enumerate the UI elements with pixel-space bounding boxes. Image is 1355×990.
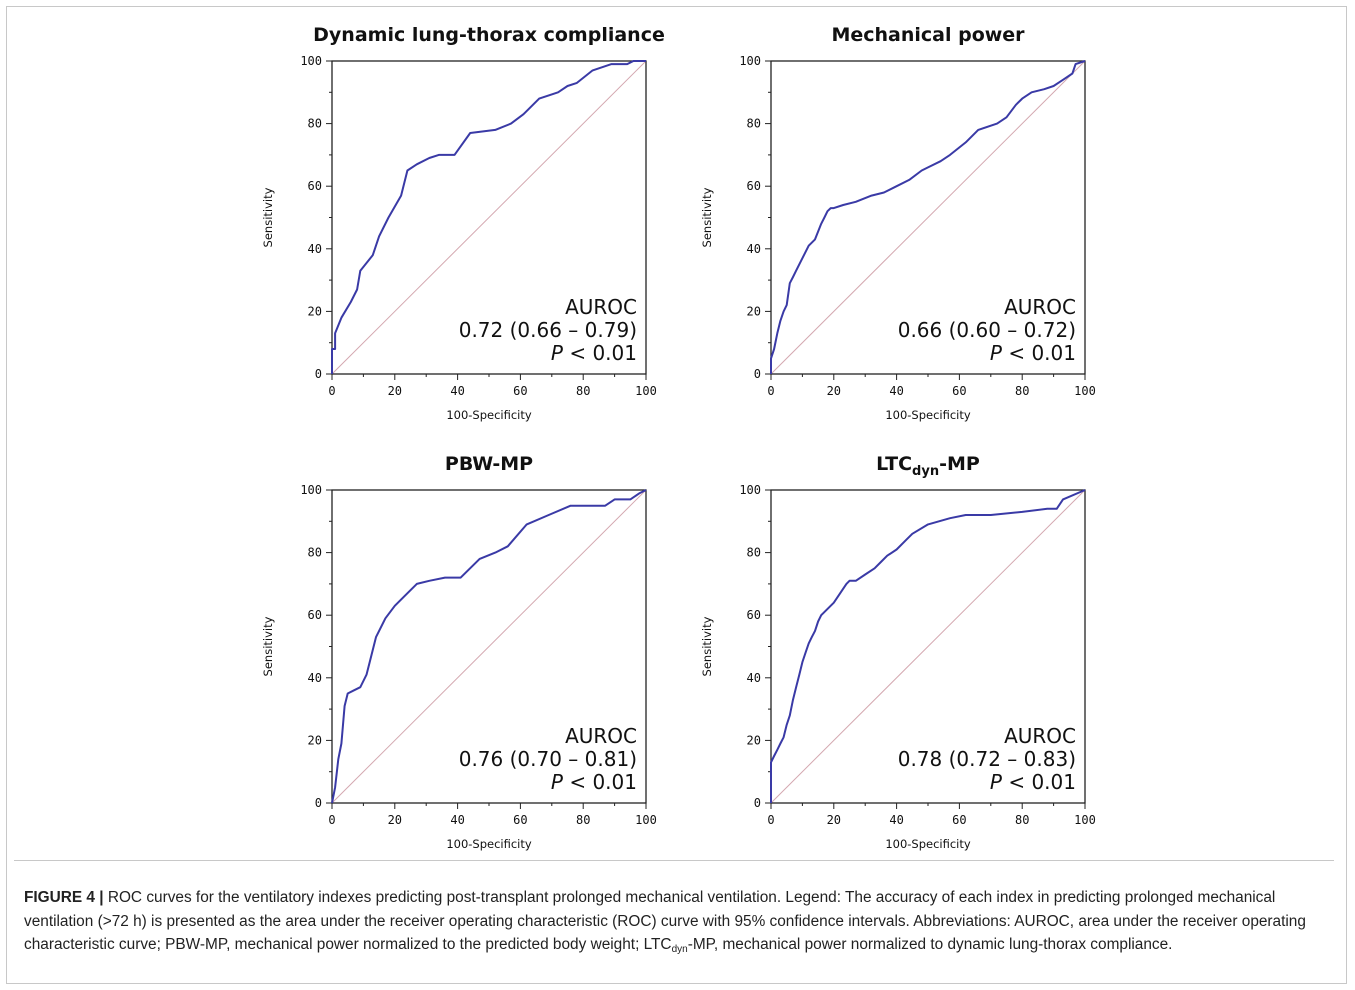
p-value: P < 0.01 [551, 341, 637, 365]
y-axis-label: Sensitivity [700, 187, 714, 247]
chart-title: LTCdyn-MP [876, 453, 980, 479]
y-axis-label: Sensitivity [261, 616, 275, 676]
reference-diagonal [331, 489, 647, 804]
x-tick-label: 20 [827, 384, 841, 398]
caption-text-2: -MP, mechanical power normalized to dyna… [687, 936, 1173, 953]
y-tick-label: 60 [308, 179, 322, 193]
roc-panel-2: Mechanical power 00 20 20 40 40 60 60 80 80 100 100… [700, 24, 1096, 422]
caption-label: FIGURE 4 | [24, 889, 104, 906]
x-tick-label: 0 [767, 813, 774, 827]
y-axis-label: Sensitivity [700, 616, 714, 676]
roc-curve-series [770, 60, 1086, 374]
y-tick-label: 100 [739, 54, 761, 68]
y-tick-label: 80 [308, 546, 322, 560]
auroc-value: 0.78 (0.72 – 0.83) [898, 747, 1076, 771]
y-tick-label: 0 [315, 796, 322, 810]
caption-divider [14, 860, 1334, 979]
y-tick-label: 100 [300, 483, 322, 497]
x-tick-label: 80 [576, 384, 590, 398]
auroc-label: AUROC [1004, 724, 1076, 748]
x-tick-label: 60 [952, 384, 966, 398]
reference-diagonal [770, 489, 1086, 804]
x-tick-label: 60 [513, 813, 527, 827]
x-tick-label: 80 [1015, 384, 1029, 398]
x-tick-label: 60 [513, 384, 527, 398]
auroc-label: AUROC [565, 295, 637, 319]
figure-caption: FIGURE 4 | ROC curves for the ventilator… [24, 886, 1329, 962]
y-tick-label: 40 [308, 242, 322, 256]
x-tick-label: 80 [576, 813, 590, 827]
p-value: P < 0.01 [551, 770, 637, 794]
y-tick-label: 0 [754, 796, 761, 810]
x-tick-label: 60 [952, 813, 966, 827]
x-tick-label: 40 [450, 813, 464, 827]
y-tick-label: 80 [747, 546, 761, 560]
x-tick-label: 20 [827, 813, 841, 827]
roc-panel-4: LTCdyn-MP 00 20 20 40 40 60 60 80 80 100 100 100-Spe… [700, 453, 1096, 851]
x-tick-label: 20 [388, 813, 402, 827]
x-tick-label: 80 [1015, 813, 1029, 827]
roc-panel-3: PBW-MP 00 20 20 40 40 60 60 80 80 100 100 100-Specif… [261, 453, 657, 851]
y-tick-label: 0 [754, 367, 761, 381]
x-tick-label: 40 [450, 384, 464, 398]
y-tick-label: 20 [308, 733, 322, 747]
y-tick-label: 40 [308, 671, 322, 685]
reference-diagonal [770, 60, 1086, 375]
roc-curve-series [331, 60, 646, 374]
x-tick-label: 0 [767, 384, 774, 398]
p-value: P < 0.01 [990, 341, 1076, 365]
x-tick-label: 100 [1074, 813, 1096, 827]
y-tick-label: 60 [308, 608, 322, 622]
x-tick-label: 20 [388, 384, 402, 398]
x-axis-label: 100-Specificity [885, 408, 971, 422]
x-tick-label: 0 [328, 813, 335, 827]
chart-title: Dynamic lung-thorax compliance [313, 24, 665, 46]
y-tick-label: 40 [747, 242, 761, 256]
chart-title: Mechanical power [831, 24, 1025, 46]
caption-text-1: ROC curves for the ventilatory indexes p… [24, 889, 1306, 953]
y-tick-label: 60 [747, 608, 761, 622]
y-tick-label: 80 [308, 117, 322, 131]
caption-subscript: dyn [671, 944, 688, 955]
chart-title: PBW-MP [445, 453, 533, 475]
x-tick-label: 100 [635, 813, 657, 827]
x-tick-label: 100 [1074, 384, 1096, 398]
y-tick-label: 20 [747, 304, 761, 318]
x-tick-label: 40 [889, 813, 903, 827]
roc-curve-series [331, 489, 647, 804]
y-tick-label: 0 [315, 367, 322, 381]
y-tick-label: 100 [300, 54, 322, 68]
y-tick-label: 100 [739, 483, 761, 497]
auroc-label: AUROC [1004, 295, 1076, 319]
x-tick-label: 100 [635, 384, 657, 398]
roc-panel-1: Dynamic lung-thorax compliance 00 20 20 40 40… [261, 24, 665, 422]
auroc-label: AUROC [565, 724, 637, 748]
y-tick-label: 20 [308, 304, 322, 318]
x-axis-label: 100-Specificity [446, 837, 532, 851]
y-axis-label: Sensitivity [261, 187, 275, 247]
y-tick-label: 60 [747, 179, 761, 193]
auroc-value: 0.72 (0.66 – 0.79) [459, 318, 637, 342]
p-value: P < 0.01 [990, 770, 1076, 794]
x-tick-label: 40 [889, 384, 903, 398]
x-axis-label: 100-Specificity [446, 408, 532, 422]
figure-frame [6, 6, 1347, 984]
x-tick-label: 0 [328, 384, 335, 398]
y-tick-label: 40 [747, 671, 761, 685]
roc-curve-series [770, 489, 1086, 803]
y-tick-label: 20 [747, 733, 761, 747]
y-tick-label: 80 [747, 117, 761, 131]
auroc-value: 0.76 (0.70 – 0.81) [459, 747, 637, 771]
reference-diagonal [331, 60, 647, 375]
auroc-value: 0.66 (0.60 – 0.72) [898, 318, 1076, 342]
roc-figure: Dynamic lung-thorax compliance0020204040… [261, 24, 1096, 851]
x-axis-label: 100-Specificity [885, 837, 971, 851]
